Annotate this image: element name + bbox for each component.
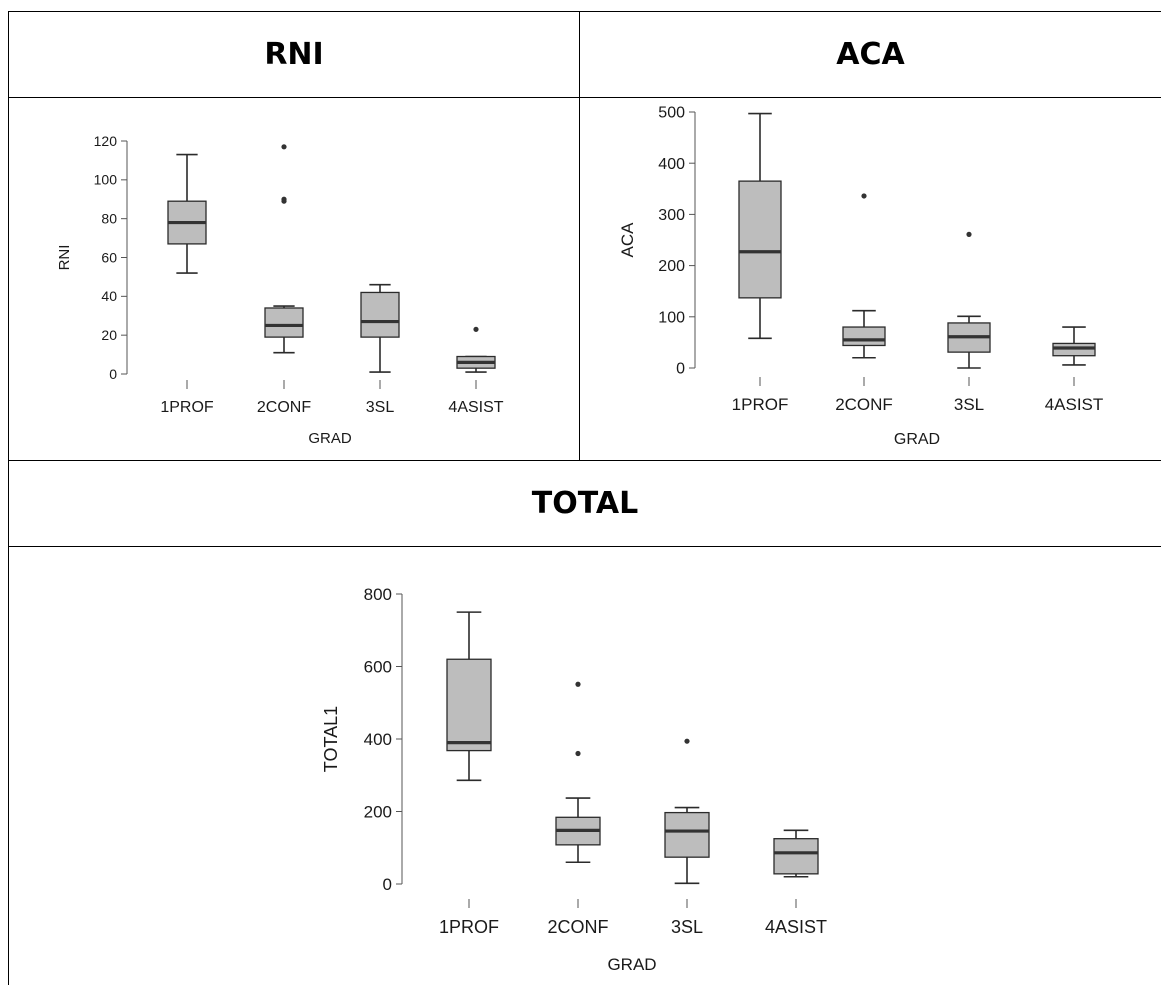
rni-y-tick-label: 60 [101, 249, 117, 265]
total-y-tick-label: 0 [383, 875, 392, 894]
iqr-box [773, 838, 819, 875]
row-divider-3 [8, 546, 1161, 547]
aca-x-tick-label: 3SL [954, 395, 984, 414]
table-border-top [8, 11, 1161, 12]
aca-box-3sl [947, 231, 991, 369]
outlier-point [473, 326, 479, 332]
table-border-left [8, 11, 9, 985]
rni-box-3sl [360, 283, 400, 373]
rni-y-tick-label: 40 [101, 288, 117, 304]
iqr-box [664, 811, 710, 858]
rni-y-tick-label: 20 [101, 327, 117, 343]
rni-x-tick-label: 2CONF [257, 399, 311, 416]
total-x-tick-label: 2CONF [547, 917, 608, 937]
rni-chart: 0 20 40 60 80 100 120 RNI 1PROF 2CONF 3SL 4ASIST GRA… [56, 133, 504, 447]
aca-box-1prof [738, 112, 782, 340]
rni-y-tick-label: 100 [94, 172, 118, 188]
iqr-box [738, 180, 782, 299]
rni-y-axis-label: RNI [56, 245, 73, 271]
iqr-box [264, 307, 304, 338]
total-y-tick-label: 400 [364, 730, 392, 749]
aca-y-tick-label: 300 [658, 207, 685, 224]
total-box-4asist [773, 829, 819, 878]
total-box-1prof [446, 611, 492, 782]
aca-chart: 0 100 200 300 400 500 ACA 1PROF 2CONF 3SL 4ASIST GR… [618, 105, 1103, 448]
aca-y-tick-label: 500 [658, 105, 685, 122]
outlier-point [281, 144, 287, 150]
aca-y-tick-label: 200 [658, 258, 685, 275]
total-y-axis-label: TOTAL1 [321, 706, 341, 772]
total-x-tick-label: 3SL [671, 917, 703, 937]
rni-x-tick-label: 3SL [366, 399, 395, 416]
row-divider-2 [8, 460, 1161, 461]
iqr-box [842, 326, 886, 347]
rni-x-tick-label: 4ASIST [448, 399, 503, 416]
aca-x-tick-label: 2CONF [835, 395, 893, 414]
outlier-point [281, 196, 287, 202]
outlier-point [966, 231, 972, 237]
aca-section-title: ACA [836, 37, 905, 72]
aca-y-tick-label: 0 [676, 361, 685, 378]
column-divider [579, 11, 580, 460]
rni-box-4asist [456, 326, 496, 373]
aca-box-2conf [842, 193, 886, 359]
total-y-tick-label: 200 [364, 802, 392, 821]
rni-box-2conf [264, 144, 304, 354]
aca-x-axis-label: GRAD [894, 431, 940, 448]
total-x-tick-label: 4ASIST [765, 917, 827, 937]
rni-x-axis-label: GRAD [308, 430, 352, 447]
outlier-point [575, 750, 581, 757]
total-y-tick-label: 800 [364, 585, 392, 604]
rni-y-tick-label: 0 [109, 366, 117, 382]
outlier-point [575, 681, 581, 687]
aca-box-4asist [1052, 326, 1096, 366]
row-divider-1 [8, 97, 1161, 98]
aca-y-axis-label: ACA [618, 222, 637, 258]
aca-x-tick-label: 1PROF [732, 395, 789, 414]
aca-x-tick-label: 4ASIST [1045, 395, 1104, 414]
total-box-2conf [555, 681, 601, 864]
total-y-tick-label: 600 [364, 657, 392, 676]
rni-x-tick-label: 1PROF [160, 399, 214, 416]
iqr-box [360, 291, 400, 338]
total-section-title: TOTAL [531, 486, 639, 521]
aca-y-tick-label: 400 [658, 156, 685, 173]
aca-y-tick-label: 100 [658, 309, 685, 326]
rni-y-tick-label: 80 [101, 211, 117, 227]
total-x-axis-label: GRAD [607, 955, 656, 974]
outlier-point [684, 738, 690, 744]
rni-y-tick-label: 120 [94, 133, 118, 149]
iqr-box [446, 658, 492, 752]
total-x-tick-label: 1PROF [439, 917, 499, 937]
rni-box-1prof [167, 153, 207, 274]
rni-section-title: RNI [264, 37, 324, 72]
total-chart: 0 200 400 600 800 TOTAL1 1PROF 2CONF 3SL 4ASIST GR… [321, 585, 827, 974]
total-box-3sl [664, 738, 710, 885]
outlier-point [861, 193, 867, 199]
